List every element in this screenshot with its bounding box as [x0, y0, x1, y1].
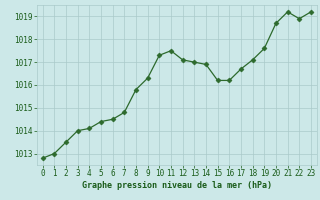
X-axis label: Graphe pression niveau de la mer (hPa): Graphe pression niveau de la mer (hPa): [82, 181, 272, 190]
